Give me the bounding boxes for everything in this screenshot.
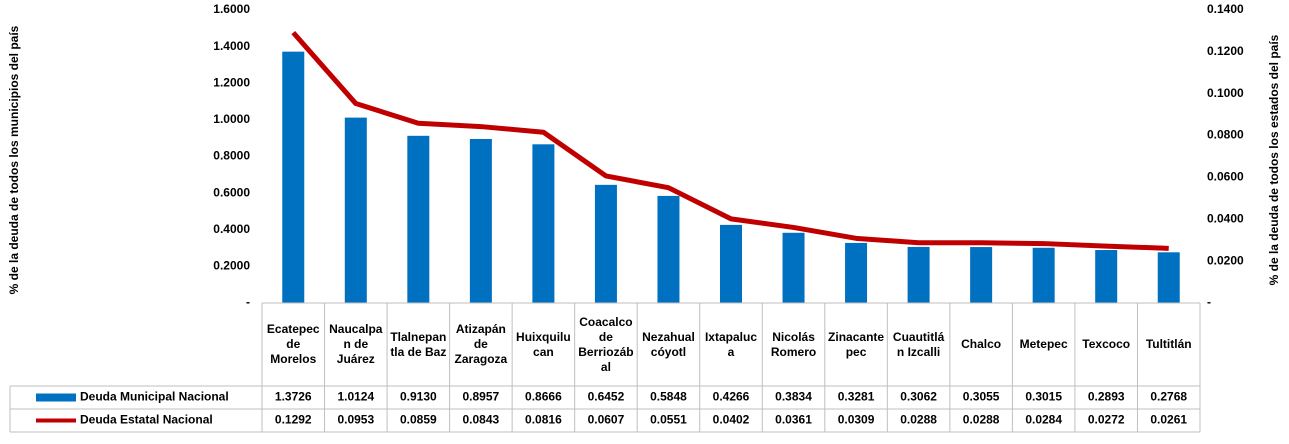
category-cell: Chalco	[961, 337, 1002, 351]
y2-tick-label: 0.1400	[1207, 2, 1244, 16]
y2-tick-label: 0.0800	[1207, 128, 1244, 142]
table-value: 0.0816	[525, 413, 562, 427]
table-value: 0.3055	[963, 390, 1000, 404]
bar	[407, 135, 430, 303]
x-tick-label: Ixtapaluca	[704, 329, 757, 359]
table-value: 0.9130	[400, 390, 437, 404]
category-cell: Tlalnepantla de Baz	[390, 329, 447, 359]
x-tick-label: Ecatepec de Morelos	[266, 322, 320, 366]
y-tick-label: 1.0000	[213, 112, 250, 126]
x-tick-label: Nezahualcóyotl	[642, 329, 695, 359]
category-cell: Huixquilucan	[516, 329, 571, 359]
y-tick-label: 1.2000	[213, 75, 250, 89]
x-tick-label: Cuautitlán Izcalli	[892, 329, 945, 359]
table-value: 0.0288	[900, 413, 937, 427]
y2-tick-label: 0.0400	[1207, 211, 1244, 225]
table-value: 0.1292	[275, 413, 312, 427]
category-cell: Cuautitlán Izcalli	[892, 329, 945, 359]
bar	[845, 242, 868, 303]
y-tick-label: 0.8000	[213, 149, 250, 163]
bar	[1032, 247, 1055, 303]
y-tick-label: 1.6000	[213, 2, 250, 16]
x-tick-label: Tultitlán	[1145, 337, 1192, 351]
bar	[657, 195, 680, 303]
x-tick-label: Zinacantepec	[828, 329, 885, 359]
category-cell: Nicolás Romero	[770, 329, 817, 359]
category-cell: Tultitlán	[1145, 337, 1192, 351]
bar	[344, 117, 367, 303]
category-cell: Atizapán de Zaragoza	[454, 322, 508, 366]
table-value: 0.0284	[1025, 413, 1062, 427]
bar	[594, 184, 617, 303]
x-tick-label: Texcoco	[1082, 337, 1131, 351]
table-value: 0.8957	[463, 390, 500, 404]
bar	[282, 51, 305, 303]
line	[291, 30, 1169, 251]
table-value: 0.4266	[713, 390, 750, 404]
bar	[720, 224, 742, 303]
legend-label: Deuda Estatal Nacional	[80, 413, 213, 427]
x-tick-label: Nicolás Romero	[770, 329, 817, 359]
table-value: 0.0261	[1150, 413, 1187, 427]
table-value: 0.0288	[963, 413, 1000, 427]
bar	[469, 138, 492, 303]
table-value: 0.0859	[400, 413, 437, 427]
category-cell: Ecatepec de Morelos	[266, 322, 320, 366]
y-axis-title: % de la deuda de todos los municipios de…	[7, 25, 21, 294]
x-tick-label: Atizapán de Zaragoza	[454, 322, 508, 366]
category-cell: Zinacantepec	[828, 329, 885, 359]
category-cell: Metepec	[1019, 337, 1068, 351]
table-value: 0.5848	[650, 390, 687, 404]
table-value: 0.3834	[775, 390, 812, 404]
y-tick-label: 0.4000	[213, 222, 250, 236]
table-value: 0.3015	[1025, 390, 1062, 404]
y2-tick-label: 0.0200	[1207, 253, 1244, 267]
table-value: 0.3062	[900, 390, 937, 404]
x-tick-label: Metepec	[1019, 337, 1068, 351]
category-cell: Naucalpan de Juárez	[329, 322, 383, 366]
table-value: 0.8666	[525, 390, 562, 404]
table-value: 1.0124	[337, 390, 374, 404]
table-value: 0.0361	[775, 413, 812, 427]
y-tick-label: -	[246, 295, 250, 309]
table-value: 0.2893	[1088, 390, 1125, 404]
y2-tick-label: -	[1207, 295, 1211, 309]
bar	[970, 247, 993, 303]
legend-key	[36, 393, 76, 402]
y2-axis-title: % de la deuda de todos los estados del p…	[1267, 34, 1281, 285]
category-cell: Ixtapaluca	[704, 329, 757, 359]
table-value: 0.0309	[838, 413, 875, 427]
y-tick-label: 1.4000	[213, 39, 250, 53]
bar	[782, 232, 805, 303]
bar	[1157, 252, 1180, 303]
y-tick-label: 0.6000	[213, 185, 250, 199]
table-value: 0.0953	[337, 413, 374, 427]
bar	[1095, 250, 1118, 303]
x-tick-label: Naucalpan de Juárez	[329, 322, 383, 366]
legend-label: Deuda Municipal Nacional	[80, 390, 229, 404]
table-value: 0.0272	[1088, 413, 1125, 427]
table-value: 0.0607	[588, 413, 625, 427]
table-value: 1.3726	[275, 390, 312, 404]
y2-tick-label: 0.1000	[1207, 86, 1244, 100]
x-tick-label: Tlalnepantla de Baz	[390, 329, 447, 359]
category-cell: Coacalco de Berriozábal	[578, 314, 634, 374]
table-value: 0.0402	[713, 413, 750, 427]
table-value: 0.6452	[588, 390, 625, 404]
x-tick-label: Chalco	[961, 337, 1002, 351]
x-tick-label: Huixquilucan	[516, 329, 571, 359]
table-value: 0.3281	[838, 390, 875, 404]
category-cell: Texcoco	[1082, 337, 1131, 351]
table-value: 0.2768	[1150, 390, 1187, 404]
y-tick-label: 0.2000	[213, 259, 250, 273]
bar	[907, 246, 930, 303]
table-value: 0.0551	[650, 413, 687, 427]
y2-tick-label: 0.0600	[1207, 170, 1244, 184]
x-tick-label: Coacalco de Berriozábal	[578, 314, 634, 374]
category-cell: Nezahualcóyotl	[642, 329, 695, 359]
table-value: 0.0843	[463, 413, 500, 427]
y2-tick-label: 0.1200	[1207, 44, 1244, 58]
bar	[532, 144, 555, 303]
